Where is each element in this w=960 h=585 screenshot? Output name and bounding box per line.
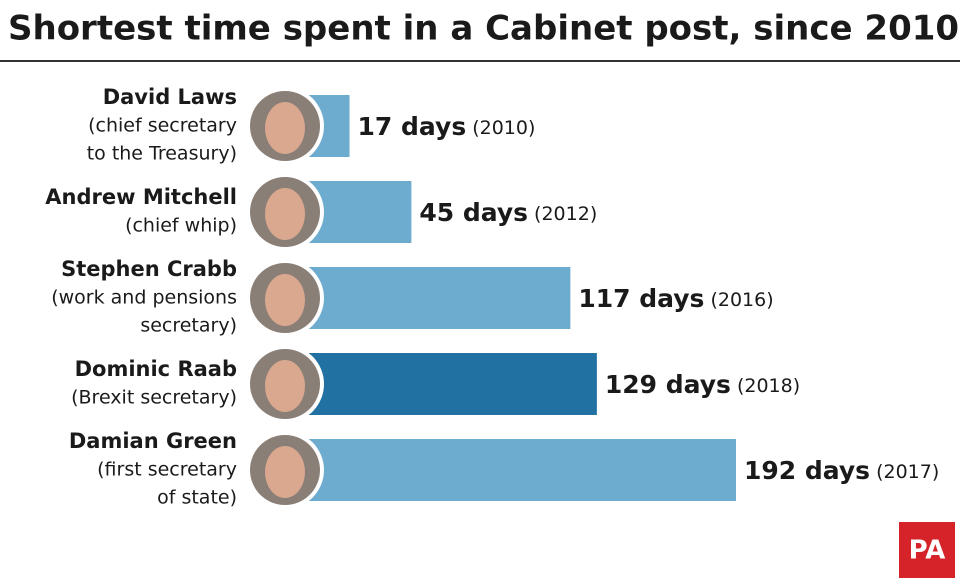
- year-note: (2017): [876, 461, 939, 483]
- value-text: 192 days (2017): [744, 456, 939, 485]
- role-label: (work and pensions: [51, 287, 237, 309]
- role-label: secretary): [140, 315, 237, 337]
- photo-face: [265, 102, 305, 154]
- value-text: 45 days (2012): [419, 198, 597, 227]
- category-label: Stephen Crabb: [61, 257, 237, 281]
- category-label: Andrew Mitchell: [45, 185, 237, 209]
- value-label: 117 days: [578, 284, 704, 313]
- bar: [292, 353, 597, 415]
- value-label: 45 days: [419, 198, 528, 227]
- year-note: (2018): [737, 375, 800, 397]
- role-label: of state): [157, 487, 237, 509]
- rows: David Laws (chief secretary to the Treasur…: [45, 85, 939, 509]
- value-label: 192 days: [744, 456, 870, 485]
- logo-text: PA: [909, 536, 946, 566]
- value-label: 17 days: [358, 112, 467, 141]
- category-label: David Laws: [103, 85, 237, 109]
- category-label: Dominic Raab: [75, 357, 237, 381]
- value-text: 129 days (2018): [605, 370, 800, 399]
- photo-face: [265, 360, 305, 412]
- chart-title: Shortest time spent in a Cabinet post, s…: [8, 9, 959, 49]
- bar: [292, 439, 736, 501]
- photo-face: [265, 274, 305, 326]
- category-label: Damian Green: [69, 429, 237, 453]
- year-note: (2012): [534, 203, 597, 225]
- value-text: 117 days (2016): [578, 284, 773, 313]
- value-label: 129 days: [605, 370, 731, 399]
- value-text: 17 days (2010): [358, 112, 536, 141]
- logo-box: [899, 522, 955, 578]
- photo-face: [265, 446, 305, 498]
- role-label: (chief secretary: [88, 115, 237, 137]
- role-label: to the Treasury): [87, 143, 237, 165]
- year-note: (2010): [472, 117, 535, 139]
- role-label: (Brexit secretary): [71, 387, 237, 409]
- photo-face: [265, 188, 305, 240]
- role-label: (first secretary: [97, 459, 237, 481]
- role-label: (chief whip): [125, 215, 237, 237]
- bar: [292, 267, 571, 329]
- year-note: (2016): [710, 289, 773, 311]
